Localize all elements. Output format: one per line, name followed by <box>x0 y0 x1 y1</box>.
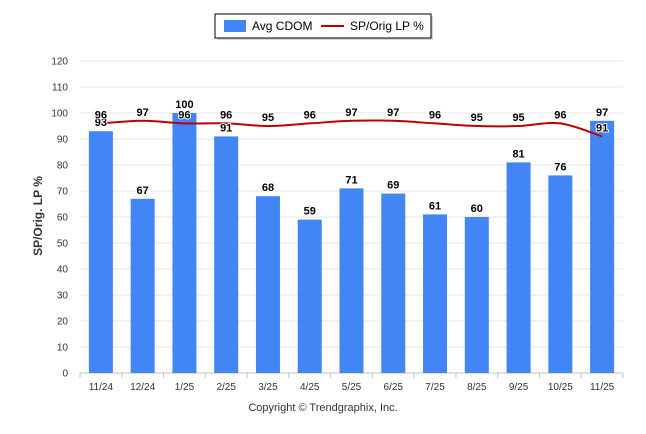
x-tick-label: 1/25 <box>175 382 195 393</box>
y-tick-label: 70 <box>57 187 69 198</box>
bar <box>88 131 113 373</box>
line-data-label: 96 <box>95 109 107 121</box>
bar-series <box>88 113 615 373</box>
bar <box>297 219 322 373</box>
x-tick-label: 11/25 <box>590 382 615 393</box>
bar-data-label: 59 <box>304 206 316 218</box>
bar <box>590 120 615 373</box>
legend-label-sp-orig-lp: SP/Orig LP % <box>350 19 424 33</box>
bar <box>339 188 364 373</box>
line-data-label: 96 <box>429 109 441 121</box>
bar <box>548 175 573 373</box>
line-data-label: 96 <box>178 109 190 121</box>
bar-data-label: 61 <box>429 200 441 212</box>
y-tick-label: 40 <box>57 265 69 276</box>
line-data-label: 96 <box>554 109 566 121</box>
y-tick-label: 90 <box>57 135 69 146</box>
bar <box>506 162 531 373</box>
y-tick-label: 110 <box>52 83 68 94</box>
line-data-label: 96 <box>220 109 232 121</box>
bar-data-label: 60 <box>471 203 483 215</box>
y-tick-label: 50 <box>57 239 69 250</box>
line-sp-orig-lp <box>100 119 603 138</box>
line-data-label: 91 <box>596 122 608 134</box>
bar <box>130 198 155 373</box>
bar-data-label: 68 <box>262 182 274 194</box>
line-data-label: 97 <box>345 107 357 119</box>
bar-data-label: 71 <box>345 174 357 186</box>
bar-data-label: 100 <box>175 99 193 111</box>
x-tick-label: 6/25 <box>384 382 404 393</box>
bar-data-label: 76 <box>554 161 566 173</box>
y-tick-label: 30 <box>57 291 69 302</box>
bar <box>214 136 239 373</box>
x-tick-label: 7/25 <box>425 382 445 393</box>
y-tick-label: 120 <box>51 57 68 68</box>
x-tick-label: 9/25 <box>509 382 529 393</box>
copyright: Copyright © Trendgraphix, Inc. <box>248 402 398 414</box>
bar-data-label: 69 <box>387 180 399 192</box>
line-data-label: 96 <box>304 109 316 121</box>
x-tick-label: 2/25 <box>216 382 236 393</box>
x-tick-label: 5/25 <box>342 382 362 393</box>
legend-label-avg-cdom: Avg CDOM <box>252 19 312 33</box>
y-tick-label: 60 <box>57 213 69 224</box>
line-series <box>100 119 603 138</box>
bar-data-label: 97 <box>596 107 608 119</box>
bar <box>423 214 448 373</box>
legend[interactable]: Avg CDOM SP/Orig LP % <box>214 13 433 40</box>
bar-data-label: 81 <box>512 148 524 160</box>
x-tick-label: 12/24 <box>130 382 155 393</box>
line-data-label: 97 <box>387 107 399 119</box>
bar <box>464 217 489 373</box>
line-data-label: 95 <box>512 112 524 124</box>
bar <box>381 193 406 373</box>
y-tick-label: 0 <box>62 369 68 380</box>
y-tick-label: 100 <box>51 109 68 120</box>
bar <box>172 113 197 373</box>
bar-data-label: 91 <box>220 122 232 134</box>
x-tick-label: 4/25 <box>300 382 320 393</box>
bar-data-label: 67 <box>137 185 149 197</box>
y-tick-label: 80 <box>57 161 69 172</box>
y-tick-label: 20 <box>57 317 69 328</box>
line-data-label: 97 <box>137 107 149 119</box>
bar-data-label: 93 <box>95 117 107 129</box>
legend-swatch-avg-cdom <box>224 20 246 32</box>
line-data-label: 95 <box>471 112 483 124</box>
x-tick-label: 10/25 <box>548 382 573 393</box>
axes: 0 10 20 30 40 50 60 70 80 90 100 110 120 11/24 12/24 1/… <box>51 57 624 393</box>
y-axis-title: SP/Orig. LP % <box>31 176 45 256</box>
x-tick-label: 3/25 <box>258 382 278 393</box>
line-data-label: 95 <box>262 112 274 124</box>
x-tick-label: 11/24 <box>89 382 114 393</box>
y-tick-label: 10 <box>57 343 69 354</box>
bar <box>255 196 280 373</box>
x-tick-label: 8/25 <box>467 382 487 393</box>
